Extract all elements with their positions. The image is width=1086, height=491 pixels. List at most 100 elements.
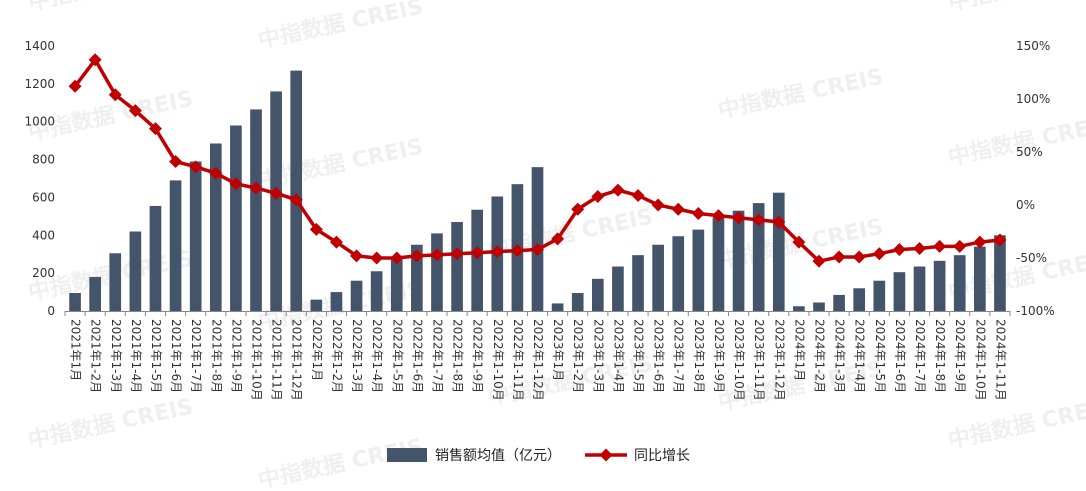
- line-point-yoy-growth: [872, 247, 886, 261]
- line-point-yoy-growth: [812, 254, 826, 268]
- bar-sales-mean: [873, 280, 886, 311]
- x-category-label: 2024年1-5月: [873, 319, 887, 393]
- bar-sales-mean: [994, 235, 1006, 311]
- x-category-label: 2024年1-10月: [973, 319, 987, 401]
- watermark-text: 中指数据 CREIS: [946, 0, 1086, 16]
- x-category-label: 2022年1-10月: [491, 319, 505, 401]
- bar-sales-mean: [370, 271, 383, 311]
- x-category-label: 2021年1-6月: [169, 319, 183, 393]
- x-category-label: 2024年1-6月: [893, 319, 907, 393]
- legend-swatch-bar: [387, 448, 427, 462]
- bar-sales-mean: [632, 255, 644, 311]
- x-category-label: 2023年1-11月: [752, 319, 766, 401]
- x-category-label: 2021年1-12月: [290, 319, 304, 401]
- line-point-yoy-growth: [752, 213, 766, 227]
- bar-sales-mean: [310, 299, 323, 311]
- legend-label-bar: 销售额均值（亿元）: [435, 448, 561, 464]
- line-point-yoy-growth: [350, 249, 364, 263]
- x-category-label: 2023年1-9月: [712, 319, 726, 393]
- watermark-text: 中指数据 CREIS: [946, 394, 1086, 454]
- y-right-tick-label: 50%: [1016, 145, 1043, 159]
- bar-sales-mean: [270, 91, 282, 311]
- x-category-label: 2022年1-11月: [511, 319, 525, 401]
- watermark-text: 中指数据 CREIS: [256, 434, 426, 491]
- bar-sales-mean: [350, 280, 363, 311]
- x-category-label: 2024年1-4月: [853, 319, 867, 393]
- y-right-tick-label: -50%: [1016, 251, 1047, 265]
- bar-sales-mean: [330, 292, 343, 311]
- bar-sales-mean: [672, 236, 685, 311]
- line-point-yoy-growth: [852, 250, 866, 264]
- bar-sales-mean: [953, 255, 966, 311]
- bar-sales-mean: [974, 246, 986, 311]
- x-category-label: 2022年1月: [310, 319, 324, 381]
- bar-sales-mean: [551, 303, 564, 311]
- x-category-label: 2022年1-8月: [451, 319, 465, 393]
- line-point-yoy-growth: [551, 232, 565, 246]
- bar-sales-mean: [652, 244, 664, 311]
- line-point-yoy-growth: [329, 235, 343, 249]
- bar-sales-mean: [109, 253, 122, 311]
- line-point-yoy-growth: [651, 198, 665, 212]
- line-point-yoy-growth: [169, 155, 183, 169]
- line-point-yoy-growth: [611, 183, 625, 197]
- watermark-layer: 中指数据 CREIS 中指数据 CREIS 中指数据 CREIS 中指数据 CREIS…: [26, 0, 1086, 491]
- line-point-yoy-growth: [490, 245, 504, 259]
- bar-sales-mean: [149, 205, 162, 311]
- x-category-label: 2023年1-6月: [652, 319, 666, 393]
- line-point-yoy-growth: [229, 177, 243, 191]
- y-left-tick-label: 1400: [24, 39, 55, 53]
- line-point-yoy-growth: [430, 248, 444, 262]
- line-point-yoy-growth: [68, 79, 82, 93]
- bar-sales-mean: [89, 276, 101, 311]
- line-point-yoy-growth: [370, 251, 384, 265]
- watermark-text: 中指数据 CREIS: [26, 394, 196, 454]
- line-point-yoy-growth: [832, 250, 846, 264]
- x-category-label: 2024年1-7月: [913, 319, 927, 393]
- y-right-tick-label: 0%: [1016, 198, 1035, 212]
- bar-sales-mean: [833, 294, 845, 311]
- bar-sales-mean: [612, 266, 624, 311]
- x-category-label: 2022年1-12月: [531, 319, 545, 401]
- line-point-yoy-growth: [691, 206, 705, 220]
- watermark-text: 中指数据 CREIS: [26, 0, 196, 16]
- x-category-label: 2024年1-2月: [812, 319, 826, 393]
- x-category-label: 2023年1-10月: [732, 319, 746, 401]
- line-point-yoy-growth: [591, 190, 605, 204]
- line-point-yoy-growth: [892, 243, 906, 257]
- bar-sales-mean: [411, 244, 423, 311]
- line-point-yoy-growth: [249, 181, 263, 195]
- bar-sales-mean: [893, 272, 906, 311]
- x-category-label: 2024年1-9月: [953, 319, 967, 393]
- x-category-label: 2023年1月: [551, 319, 565, 381]
- bar-sales-mean: [913, 266, 926, 311]
- line-point-yoy-growth: [128, 104, 142, 118]
- line-point-yoy-growth: [88, 53, 102, 67]
- line-point-yoy-growth: [631, 188, 645, 202]
- bar-sales-mean: [129, 231, 142, 311]
- watermark-text: 中指数据 CREIS: [256, 0, 426, 54]
- x-category-label: 2021年1-11月: [270, 319, 284, 401]
- bar-sales-mean: [793, 306, 805, 311]
- legend-label-line: 同比增长: [634, 448, 690, 464]
- bar-sales-mean: [571, 293, 584, 311]
- bar-sales-mean: [692, 229, 705, 311]
- x-category-label: 2021年1-5月: [149, 319, 163, 393]
- line-point-yoy-growth: [390, 251, 404, 265]
- y-left-tick-label: 0: [47, 304, 55, 318]
- line-point-yoy-growth: [531, 243, 544, 257]
- bar-sales-mean: [853, 288, 866, 311]
- x-category-label: 2021年1-10月: [250, 319, 264, 401]
- line-point-yoy-growth: [933, 239, 947, 253]
- bar-sales-mean: [531, 167, 544, 311]
- bar-sales-mean: [813, 302, 825, 311]
- line-point-yoy-growth: [410, 249, 424, 263]
- line-point-yoy-growth: [973, 235, 987, 249]
- x-category-label: 2023年1-2月: [571, 319, 585, 393]
- line-point-yoy-growth: [993, 233, 1007, 247]
- bar-sales-mean: [390, 258, 403, 311]
- bar-sales-mean: [772, 192, 785, 311]
- line-point-yoy-growth: [209, 166, 223, 180]
